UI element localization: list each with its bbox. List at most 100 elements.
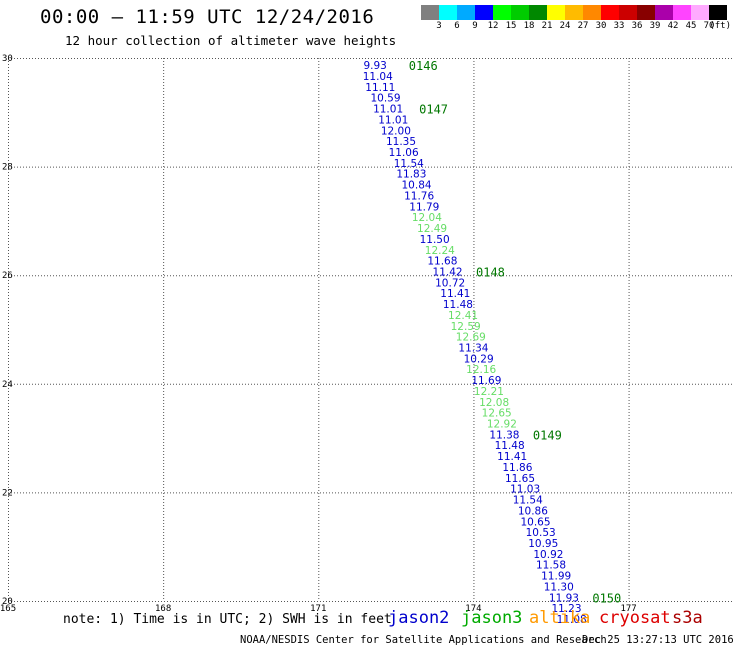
satellite-label-s3a: s3a	[672, 608, 703, 628]
data-point-label: 10.95	[528, 538, 558, 550]
color-scale-tick-label: 36	[631, 21, 643, 31]
x-tick-label: 177	[620, 604, 636, 614]
color-scale-tick-label: 45	[685, 21, 697, 31]
pass-annotation: 0146	[409, 59, 438, 73]
data-point-label: 10.53	[526, 527, 556, 539]
data-point-label: 12.49	[417, 223, 447, 235]
color-swatch	[457, 5, 475, 20]
data-point-label: 11.04	[363, 71, 393, 83]
data-point-label: 11.42	[433, 266, 463, 278]
pass-annotation: 0150	[592, 591, 621, 605]
data-point-label: 11.86	[502, 462, 532, 474]
y-tick-label: 28	[2, 163, 13, 173]
color-scale-tick-label: 15	[505, 21, 517, 31]
chart-subtitle: 12 hour collection of altimeter wave hei…	[65, 33, 397, 48]
data-point-label: 12.16	[466, 364, 496, 376]
data-point-label: 11.01	[373, 104, 403, 116]
data-point-label: 11.99	[541, 571, 571, 583]
data-point-label: 12.41	[448, 310, 478, 322]
data-point-label: 11.79	[409, 201, 439, 213]
data-point-label: 12.00	[381, 125, 411, 137]
pass-annotation: 0149	[533, 428, 562, 442]
color-scale-tick-label: 27	[577, 21, 589, 31]
data-point-label: 12.21	[474, 386, 504, 398]
color-swatch	[475, 5, 493, 20]
color-scale-tick-label: 24	[559, 21, 571, 31]
data-point-label: 11.48	[495, 440, 525, 452]
color-swatch	[619, 5, 637, 20]
data-point-label: 12.08	[479, 397, 509, 409]
color-swatch	[709, 5, 727, 20]
color-swatch	[655, 5, 673, 20]
data-point-label: 11.50	[420, 234, 450, 246]
data-point-label: 11.41	[440, 288, 470, 300]
color-swatch	[511, 5, 529, 20]
color-scale-tick-label: 6	[454, 21, 460, 31]
satellite-label-altika: altika	[529, 608, 591, 628]
color-scale-tick-label: 30	[595, 21, 607, 31]
data-point-label: 12.92	[487, 419, 517, 431]
data-point-label: 11.03	[510, 484, 540, 496]
data-point-label: 11.54	[513, 495, 543, 507]
color-scale-tick-label: 12	[487, 21, 499, 31]
y-tick-label: 30	[2, 54, 13, 64]
data-point-label: 11.23	[551, 603, 581, 615]
data-point-label: 11.54	[394, 158, 424, 170]
color-scale-bar	[421, 5, 727, 20]
color-scale-tick-label: 42	[667, 21, 679, 31]
data-point-label: 11.11	[365, 82, 395, 94]
data-point-label: 11.58	[536, 560, 566, 572]
color-scale-tick-label: 33	[613, 21, 625, 31]
satellite-label-cryosat: cryosat	[599, 608, 671, 628]
data-point-label: 11.65	[505, 473, 535, 485]
data-point-label: 11.34	[458, 343, 488, 355]
color-scale-tick-label: 70	[703, 21, 715, 31]
x-tick-label: 165	[0, 604, 16, 614]
data-point-label: 12.69	[456, 332, 486, 344]
y-tick-label: 24	[2, 380, 13, 390]
pass-annotation: 0147	[419, 103, 448, 117]
color-swatch	[583, 5, 601, 20]
data-point-label: 10.59	[370, 93, 400, 105]
color-swatch	[565, 5, 583, 20]
data-point-label: 11.08	[557, 614, 587, 626]
color-swatch	[547, 5, 565, 20]
color-scale-unit: (ft)	[709, 21, 731, 31]
data-point-label: 11.30	[544, 581, 574, 593]
color-scale-tick-label: 21	[541, 21, 553, 31]
pass-annotation: 0148	[476, 265, 505, 279]
data-point-label: 11.48	[443, 299, 473, 311]
data-point-label: 11.93	[549, 592, 579, 604]
color-swatch	[691, 5, 709, 20]
data-point-label: 11.01	[378, 114, 408, 126]
data-point-label: 11.83	[396, 169, 426, 181]
y-tick-label: 26	[2, 271, 13, 281]
data-point-label: 9.93	[363, 60, 386, 72]
color-scale-tick-label: 9	[472, 21, 478, 31]
data-point-label: 10.86	[518, 505, 548, 517]
color-swatch	[601, 5, 619, 20]
data-point-label: 11.35	[386, 136, 416, 148]
color-scale-labels: 3 6 9 12 15 18 21 24 27 30 33 36 39 42 45 70 (ft)	[421, 21, 731, 33]
satellite-label-jason3: jason3	[461, 608, 523, 628]
data-point-label: 10.29	[464, 353, 494, 365]
data-point-label: 11.06	[389, 147, 419, 159]
data-point-label: 10.72	[435, 277, 465, 289]
data-point-label: 11.68	[427, 256, 457, 268]
data-point-label: 12.65	[482, 408, 512, 420]
color-scale-tick-label: 3	[436, 21, 442, 31]
data-point-label: 12.24	[425, 245, 455, 257]
data-point-label: 11.41	[497, 451, 527, 463]
color-swatch	[529, 5, 547, 20]
footer-timestamp: Dec 25 13:27:13 UTC 2016	[582, 634, 734, 646]
data-point-label: 12.04	[412, 212, 442, 224]
color-scale-tick-label: 39	[649, 21, 661, 31]
data-point-label: 10.84	[402, 180, 432, 192]
data-point-label: 10.65	[520, 516, 550, 528]
chart-title: 00:00 — 11:59 UTC 12/24/2016	[40, 6, 375, 28]
data-point-label: 11.38	[489, 429, 519, 441]
y-tick-label: 22	[2, 488, 13, 498]
data-point-label: 10.92	[533, 549, 563, 561]
x-tick-label: 171	[310, 604, 326, 614]
